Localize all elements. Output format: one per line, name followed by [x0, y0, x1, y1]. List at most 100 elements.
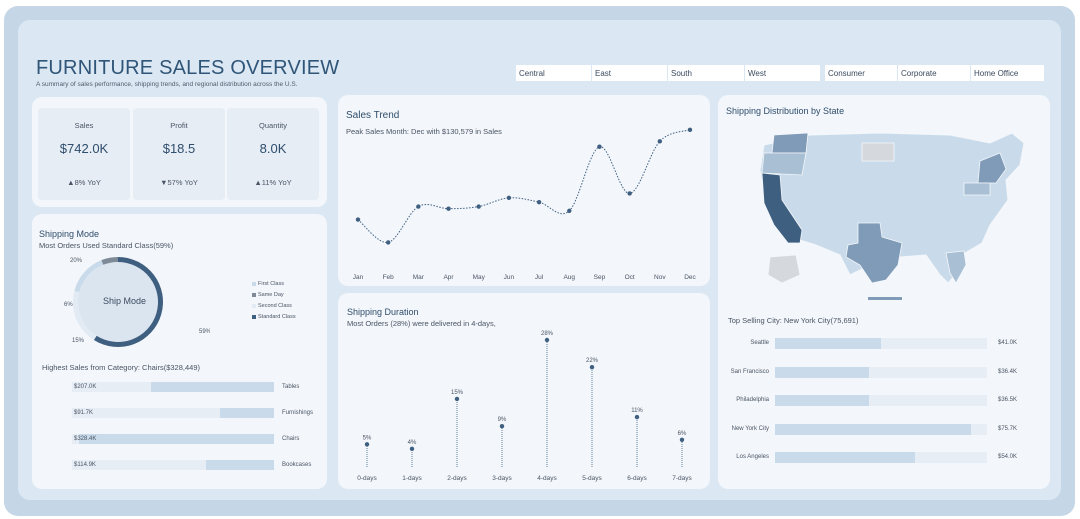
sales-point[interactable] — [355, 217, 361, 222]
duration-point[interactable] — [499, 423, 505, 429]
sales-point[interactable] — [657, 139, 663, 144]
duration-value-label: 9% — [498, 417, 507, 423]
state-florida[interactable] — [945, 250, 967, 284]
legend-swatch — [252, 303, 256, 308]
page-subtitle: A summary of sales performance, shipping… — [36, 81, 298, 88]
duration-category-label: 0-days — [357, 475, 377, 482]
city-bar[interactable] — [775, 366, 870, 378]
sales-trend-card — [338, 95, 710, 286]
city-bar[interactable] — [775, 423, 971, 435]
category-name-label: Tables — [282, 384, 300, 390]
slice-label: 20% — [70, 258, 83, 264]
duration-value-label: 11% — [631, 408, 643, 414]
legend-label: First Class — [258, 281, 284, 287]
state-texas[interactable] — [845, 222, 903, 284]
sales-point[interactable] — [416, 204, 421, 209]
sales-point[interactable] — [446, 206, 451, 211]
duration-category-label: 4-days — [537, 475, 557, 482]
slice-label: 15% — [72, 338, 85, 344]
state-north-dakota[interactable] — [861, 142, 895, 162]
duration-category-label: 3-days — [492, 475, 512, 482]
state-alaska[interactable] — [767, 254, 801, 284]
slice-label: 59% — [199, 329, 210, 335]
city-name-label: New York City — [731, 425, 769, 432]
category-bar[interactable] — [151, 382, 274, 392]
duration-value-label: 6% — [678, 431, 687, 437]
filter-region-south[interactable]: South — [668, 65, 745, 81]
duration-value-label: 4% — [408, 440, 417, 446]
state-oregon[interactable] — [761, 152, 807, 176]
filter-region-central[interactable]: Central — [516, 65, 592, 81]
category-name-label: Bookcases — [282, 462, 312, 468]
donut-center-label: Ship Mode — [103, 296, 147, 306]
month-tick-label: Jul — [535, 274, 544, 281]
donut-hole — [78, 262, 158, 342]
shipping-mode-donut: 59% 20% 15% 6% — [64, 257, 210, 347]
duration-category-label: 7-days — [672, 475, 692, 482]
top-city-title: Top Selling City: New York City(75,691) — [728, 316, 859, 325]
sales-point[interactable] — [385, 240, 391, 245]
duration-category-label: 2-days — [447, 475, 467, 482]
slice-label: 6% — [64, 302, 73, 308]
filter-segment-consumer[interactable]: Consumer — [825, 65, 898, 81]
duration-point[interactable] — [454, 396, 460, 402]
category-name-label: Chairs — [282, 436, 300, 442]
category-value-label: $328.4K — [74, 436, 97, 442]
duration-point[interactable] — [679, 437, 685, 442]
city-name-label: Philadelphia — [736, 397, 769, 403]
legend-label: Second Class — [258, 303, 292, 309]
city-bar[interactable] — [775, 338, 881, 349]
city-bar-track — [775, 395, 987, 406]
kpi-yoy: ▲8% YoY — [67, 178, 101, 187]
category-bar[interactable] — [205, 460, 274, 470]
city-value-label: $41.0K — [998, 340, 1018, 346]
kpi-profit: Profit $18.5 ▼57% YoY — [133, 108, 225, 200]
sales-point[interactable] — [506, 195, 512, 201]
shipping-duration-subtitle: Most Orders (28%) were delivered in 4-da… — [347, 319, 496, 328]
sales-point[interactable] — [597, 144, 602, 149]
duration-point[interactable] — [364, 442, 370, 447]
sales-point[interactable] — [687, 127, 693, 133]
kpi-value: $742.0K — [59, 141, 109, 156]
state-washington[interactable] — [771, 132, 809, 154]
duration-point[interactable] — [589, 365, 595, 370]
month-tick-label: Nov — [654, 274, 666, 281]
sales-point[interactable] — [627, 191, 632, 196]
legend-label: Same Day — [258, 292, 284, 298]
state-california[interactable] — [761, 172, 803, 244]
filter-segment-corporate[interactable]: Corporate — [898, 65, 971, 81]
duration-point[interactable] — [544, 337, 550, 343]
donut-slice[interactable] — [74, 260, 104, 293]
state-pennsylvania[interactable] — [963, 182, 991, 196]
donut-slice[interactable] — [101, 257, 118, 265]
page-title: FURNITURE SALES OVERVIEW — [36, 57, 340, 79]
legend-swatch — [252, 292, 256, 297]
sales-point[interactable] — [567, 208, 572, 214]
legend-first-class: First Class — [252, 281, 284, 287]
duration-category-label: 6-days — [627, 475, 647, 482]
duration-point[interactable] — [634, 414, 640, 420]
us-state-map[interactable] — [750, 125, 1040, 310]
filter-region-east[interactable]: East — [592, 65, 668, 81]
month-tick-label: Mar — [413, 274, 425, 281]
city-bar[interactable] — [775, 395, 870, 406]
duration-point[interactable] — [409, 446, 415, 452]
kpi-yoy: ▲11% YoY — [254, 178, 292, 187]
filter-region-west[interactable]: West — [745, 65, 821, 81]
state-new-york[interactable] — [977, 152, 1007, 184]
month-tick-label: Aug — [563, 274, 575, 281]
sales-point[interactable] — [536, 199, 542, 205]
filter-segment-home-office[interactable]: Home Office — [971, 65, 1045, 81]
donut-slice[interactable] — [73, 290, 97, 340]
legend-swatch — [252, 314, 256, 319]
category-bar[interactable] — [219, 408, 274, 418]
shipping-mode-title: Shipping Mode — [39, 229, 100, 239]
month-tick-label: Sep — [594, 274, 606, 281]
shipping-duration-chart: 5% 0-days 4% 1-days 15% 2-days 9% 3-days 28% 4-da… — [357, 331, 692, 482]
city-bar[interactable] — [775, 452, 915, 463]
month-tick-label: Jun — [504, 274, 515, 281]
city-value-label: $75.7K — [998, 425, 1018, 432]
map-scale-legend — [868, 297, 902, 300]
sales-point[interactable] — [476, 204, 481, 209]
category-bar[interactable] — [78, 434, 274, 444]
